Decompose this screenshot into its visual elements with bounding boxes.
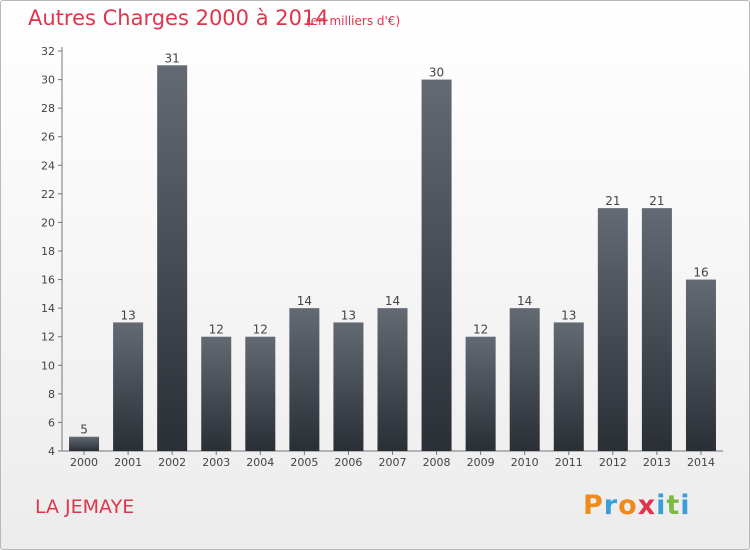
bar [509,308,540,451]
chart-subtitle: (en milliers d'€) [306,14,401,28]
y-tick-label: 10 [41,359,55,372]
logo-letter: t [666,490,681,521]
bar-value-label: 30 [429,66,444,80]
y-tick-label: 30 [41,74,55,87]
bar [465,336,496,451]
bar [245,336,276,451]
y-tick-label: 32 [41,45,55,58]
y-tick-label: 22 [41,188,55,201]
bar [289,308,320,451]
bar-value-label: 12 [253,323,268,337]
y-tick-label: 26 [41,131,55,144]
bar-value-label: 12 [473,323,488,337]
x-tick-label: 2012 [599,456,627,469]
x-tick-label: 2001 [114,456,142,469]
y-tick-label: 8 [48,388,55,401]
y-tick-label: 24 [41,159,55,172]
x-tick-label: 2008 [423,456,451,469]
y-tick-label: 20 [41,216,55,229]
bar [597,208,628,451]
bar [201,336,232,451]
x-tick-label: 2013 [643,456,671,469]
proxiti-logo[interactable]: Proxiti [583,490,691,521]
bar-value-label: 12 [209,323,224,337]
bar [69,436,100,451]
bar-value-label: 21 [649,194,664,208]
bar [421,79,452,452]
bar-value-label: 31 [165,51,180,65]
x-tick-label: 2002 [158,456,186,469]
chart-axes: 4 6 8 10 12 14 16 18 20 22 24 26 28 30 32 2000 2001 2002 2… [41,45,723,469]
bar [685,279,716,451]
y-tick-label: 4 [48,445,55,458]
x-tick-label: 2005 [290,456,318,469]
bar-value-label: 13 [561,308,576,322]
bar [333,322,364,451]
logo-letter: i [656,490,667,521]
y-tick-label: 18 [41,245,55,258]
logo-letter: x [637,490,657,521]
commune-name: LA JEMAYE [35,496,135,518]
chart-title: Autres Charges 2000 à 2014 [28,6,329,30]
bar-value-label: 21 [605,194,620,208]
logo-letter: o [618,490,638,521]
bar [553,322,584,451]
logo-letter: r [603,490,619,521]
y-tick-label: 12 [41,331,55,344]
bar [157,65,188,452]
x-tick-label: 2010 [511,456,539,469]
x-tick-label: 2011 [555,456,583,469]
bar [377,308,408,451]
bar-value-label: 5 [80,423,88,437]
x-tick-label: 2014 [687,456,715,469]
x-tick-label: 2007 [379,456,407,469]
x-tick-label: 2000 [70,456,98,469]
bar-value-label: 13 [120,308,135,322]
y-tick-label: 28 [41,102,55,115]
x-tick-label: 2009 [467,456,495,469]
bar [641,208,672,451]
bar-value-label: 13 [341,308,356,322]
bar [113,322,144,451]
logo-letter: P [583,490,604,521]
x-tick-label: 2003 [202,456,230,469]
y-tick-label: 14 [41,302,55,315]
y-tick-label: 6 [48,416,55,429]
x-tick-label: 2006 [334,456,362,469]
bar-value-label: 16 [693,266,708,280]
bar-value-label: 14 [385,294,400,308]
bar-value-label: 14 [297,294,312,308]
y-tick-label: 16 [41,274,55,287]
bar-value-label: 14 [517,294,532,308]
chart-bars: 5 13 31 12 12 14 13 14 30 12 14 13 21 21 16 [69,51,716,452]
logo-letter: i [680,490,691,521]
x-tick-label: 2004 [246,456,274,469]
